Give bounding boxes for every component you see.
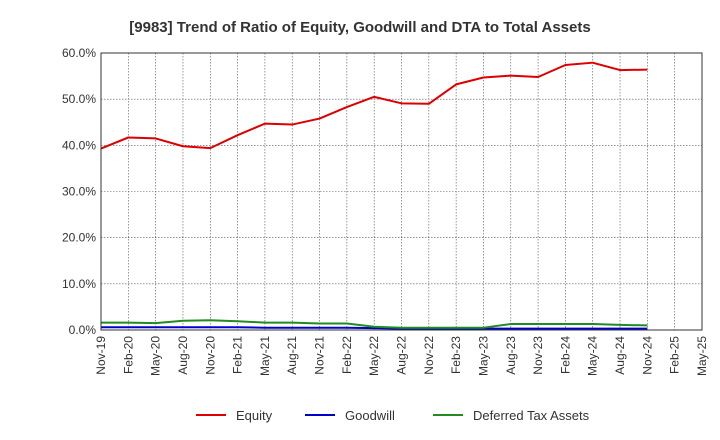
x-tick-label: Feb-25: [668, 336, 682, 374]
y-tick-label: 0.0%: [69, 323, 97, 337]
x-tick-label: Aug-21: [285, 336, 299, 375]
x-tick-label: Aug-22: [395, 336, 409, 375]
x-tick-label: Nov-20: [203, 336, 217, 375]
y-tick-label: 10.0%: [62, 277, 96, 291]
x-axis-ticks: Nov-19 Feb-20 May-20 Aug-20 Nov-20 Feb-21 May-…: [94, 336, 709, 376]
series-lines: [100, 61, 648, 330]
x-tick-label: Nov-24: [640, 336, 654, 375]
x-tick-label: Nov-21: [313, 336, 327, 375]
x-tick-label: Feb-20: [121, 336, 135, 374]
x-tick-label: Aug-23: [504, 336, 518, 375]
legend-label-0: Equity: [236, 408, 273, 423]
x-tick-label: Feb-24: [558, 336, 572, 374]
y-tick-label: 20.0%: [62, 231, 96, 245]
series-line-0: [100, 61, 648, 150]
y-tick-label: 50.0%: [62, 92, 96, 106]
x-tick-label: May-24: [586, 336, 600, 376]
legend: Equity Goodwill Deferred Tax Assets: [196, 408, 590, 423]
legend-label-1: Goodwill: [345, 408, 395, 423]
x-tick-label: May-25: [695, 336, 709, 376]
series-line-1: [101, 326, 648, 330]
x-tick-label: Nov-23: [531, 336, 545, 375]
y-tick-label: 60.0%: [62, 46, 96, 60]
x-tick-label: May-21: [258, 336, 272, 376]
x-tick-label: Feb-21: [231, 336, 245, 374]
series-line-2: [101, 319, 648, 329]
plot-frame: [100, 52, 703, 331]
grid: [101, 53, 702, 330]
chart-title: [9983] Trend of Ratio of Equity, Goodwil…: [129, 19, 590, 36]
legend-label-2: Deferred Tax Assets: [473, 408, 590, 423]
x-tick-label: Nov-22: [422, 336, 436, 375]
y-tick-label: 30.0%: [62, 185, 96, 199]
y-axis-ticks: 0.0% 10.0% 20.0% 30.0% 40.0% 50.0% 60.0%: [62, 46, 96, 337]
x-tick-label: Feb-23: [449, 336, 463, 374]
x-tick-label: Nov-19: [94, 336, 108, 375]
x-tick-label: May-22: [367, 336, 381, 376]
x-tick-label: Aug-20: [176, 336, 190, 375]
x-tick-label: May-20: [149, 336, 163, 376]
x-tick-label: May-23: [476, 336, 490, 376]
x-tick-label: Aug-24: [613, 336, 627, 375]
x-tick-label: Feb-22: [340, 336, 354, 374]
y-tick-label: 40.0%: [62, 138, 96, 152]
